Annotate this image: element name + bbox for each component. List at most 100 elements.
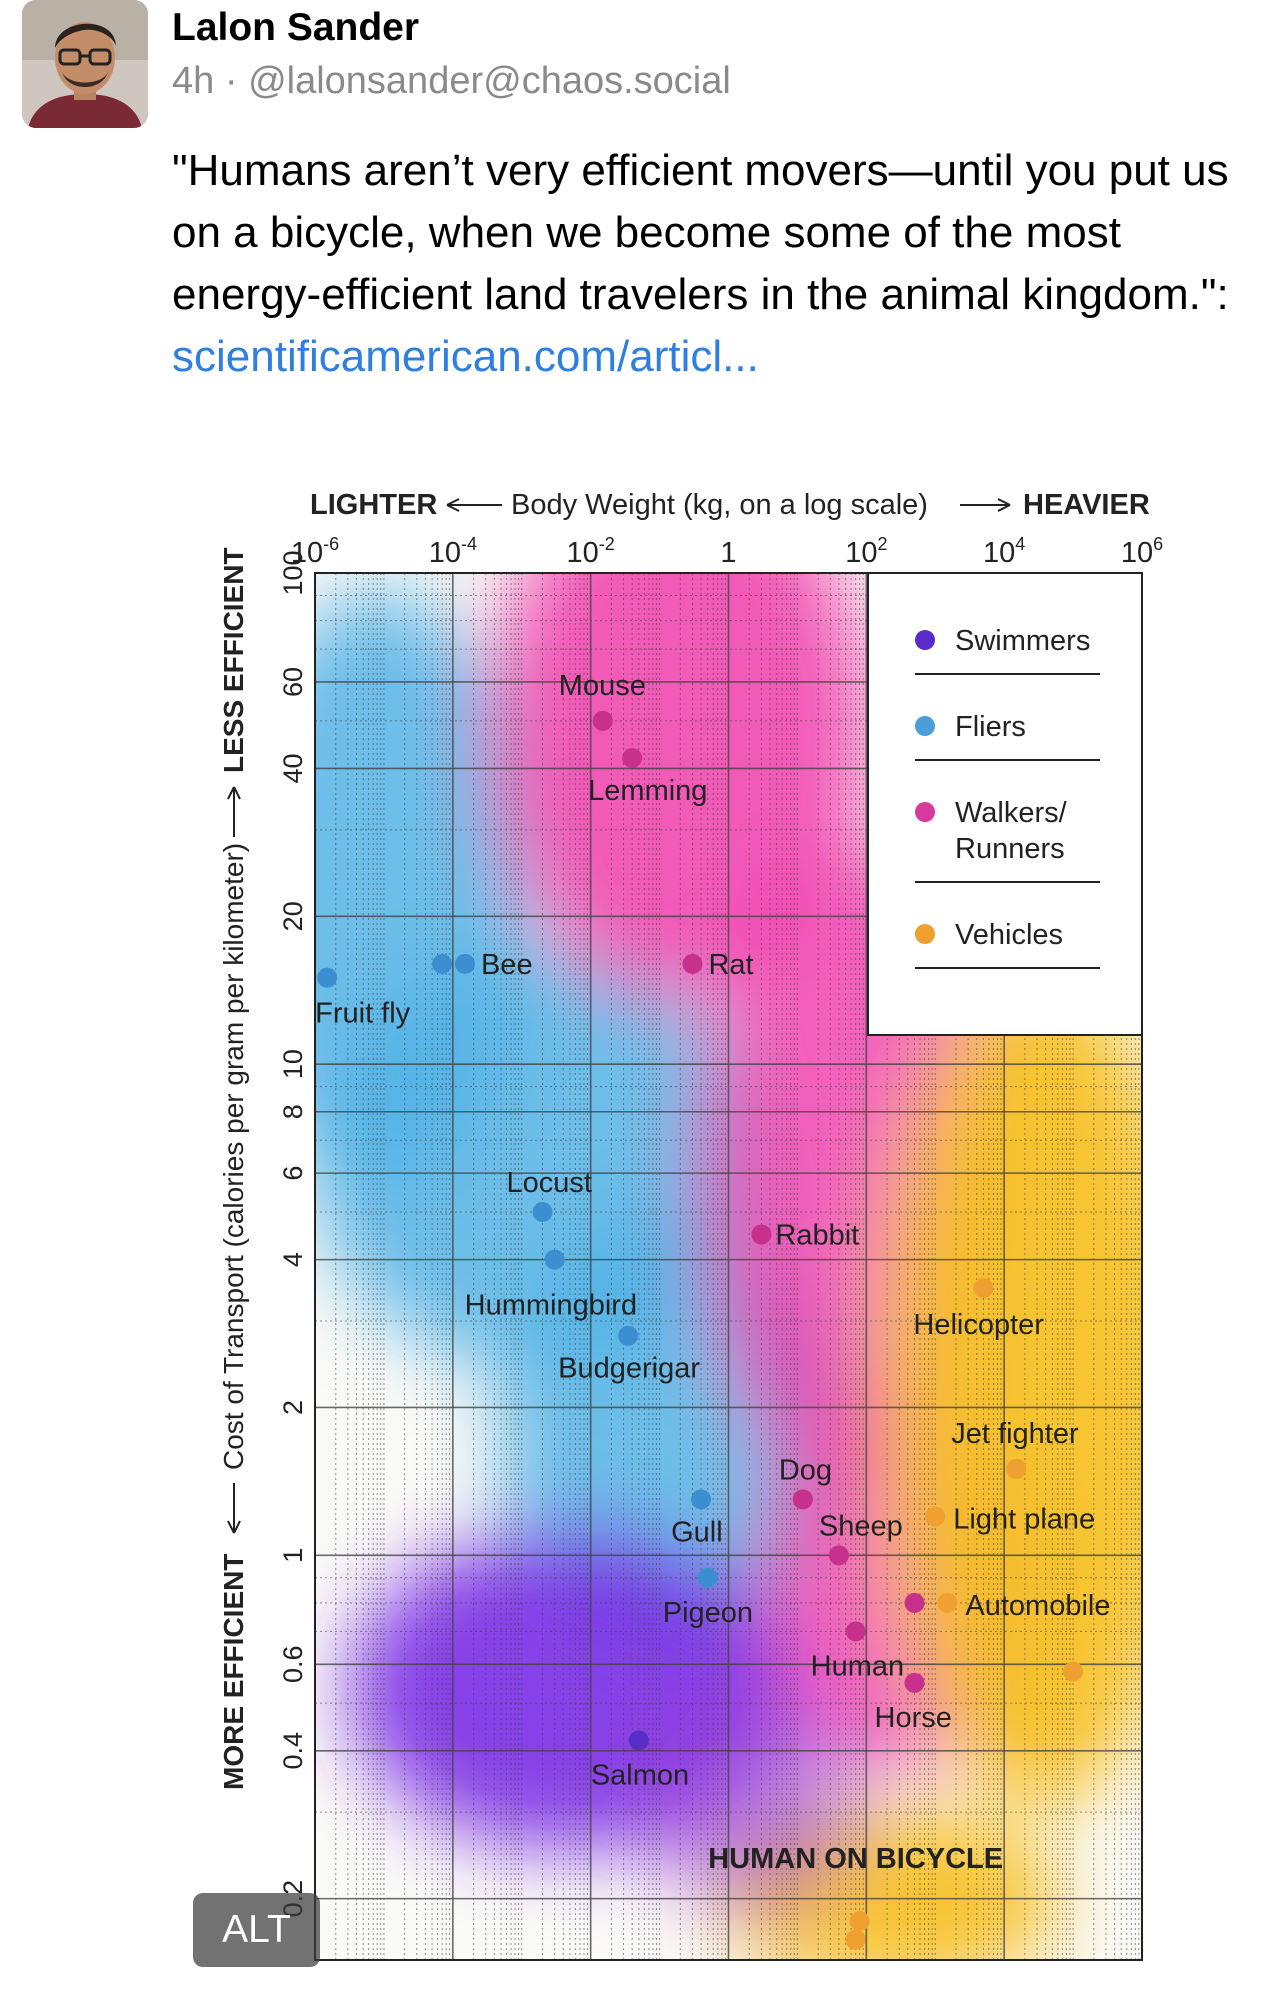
y-axis-title: MORE EFFICIENT Cost of Transport (calori…: [218, 547, 249, 1790]
post-meta: 4h · @lalonsander@chaos.social: [172, 60, 731, 103]
x-tick-label: 106: [1121, 534, 1163, 569]
legend-box: [867, 572, 1143, 1036]
point-label-budgerigar: Budgerigar: [558, 1353, 700, 1385]
author-name[interactable]: Lalon Sander: [172, 6, 420, 49]
point-label-pigeon: Pigeon: [663, 1597, 753, 1629]
legend-vehicles-marker: [915, 924, 935, 944]
point-jet-fighter: [1006, 1458, 1027, 1479]
legend-walkers-marker: [915, 802, 935, 822]
point-walkers-runners-unlabeled: [904, 1592, 925, 1613]
annotation-human-on-bicycle: HUMAN ON BICYCLE: [708, 1843, 1003, 1875]
legend-item-vehicles: Vehicles: [915, 919, 1100, 969]
x-tick-label: 10-4: [429, 534, 477, 569]
y-tick-label: 4: [278, 1252, 308, 1267]
up-arrow-head: [227, 786, 241, 800]
point-helicopter: [973, 1278, 994, 1299]
point-rat: [682, 953, 703, 974]
point-locust: [532, 1202, 553, 1223]
x-tick-label: 1: [720, 537, 736, 569]
article-link[interactable]: scientificamerican.com/articl...: [172, 332, 759, 381]
point-bee: [454, 953, 475, 974]
point-budgerigar: [618, 1325, 639, 1346]
post-text: "Humans aren’t very efficient movers—unt…: [172, 146, 1229, 319]
y-tick-label: 0.4: [278, 1732, 308, 1770]
post-body: "Humans aren’t very efficient movers—unt…: [172, 140, 1232, 388]
heavier-label: HEAVIER: [1023, 489, 1150, 521]
y-tick-label: 8: [278, 1104, 308, 1119]
point-automobile: [937, 1592, 958, 1613]
y-tick-label: 1: [278, 1548, 308, 1563]
point-label-helicopter: Helicopter: [913, 1309, 1044, 1341]
point-label-locust: Locust: [506, 1167, 591, 1199]
point-hummingbird: [544, 1249, 565, 1270]
point-label-lemming: Lemming: [588, 775, 707, 807]
y-tick-label: 10: [278, 1049, 308, 1079]
data-points: [317, 710, 1084, 1950]
legend-walkers-line2: Runners: [955, 833, 1065, 865]
meta-separator: ·: [224, 60, 238, 102]
data-point-labels: Salmon Fruit fly Bee Locust Hummingbird Budge…: [315, 670, 1110, 1792]
y-tick-label: 2: [278, 1400, 308, 1415]
point-vehicles-unlabeled: [849, 1911, 870, 1932]
x-axis-ticks: 10-6 10-4 10-2 1 102 104 106: [291, 534, 1163, 569]
alt-text-badge[interactable]: ALT: [193, 1893, 320, 1967]
point-fliers-unlabeled: [432, 953, 453, 974]
point-fruit-fly: [317, 967, 338, 988]
y-tick-label: 0.6: [278, 1646, 308, 1684]
legend-walkers-label: Walkers/Runners: [955, 797, 1068, 865]
point-label-rabbit: Rabbit: [775, 1219, 859, 1251]
y-tick-label: 20: [278, 901, 308, 931]
point-label-hummingbird: Hummingbird: [465, 1290, 637, 1322]
point-label-light-plane: Light plane: [953, 1503, 1095, 1535]
more-efficient-label: MORE EFFICIENT: [218, 1554, 249, 1790]
left-arrow-head: [446, 498, 460, 512]
point-salmon: [628, 1730, 649, 1751]
point-gull: [691, 1489, 712, 1510]
cost-of-transport-label: Cost of Transport (calories per gram per…: [218, 843, 249, 1470]
cost-of-transport-chart[interactable]: LIGHTER Body Weight (kg, on a log scale)…: [210, 470, 1170, 1970]
point-rabbit: [751, 1224, 772, 1245]
point-lemming: [622, 748, 643, 769]
post-time: 4h: [172, 60, 215, 102]
plot-border: [314, 572, 1143, 1961]
legend: Swimmers Fliers Walkers/Runners Vehicles: [867, 572, 1143, 1036]
right-arrow-head: [997, 498, 1011, 512]
point-horse: [904, 1672, 925, 1693]
legend-vehicles-label: Vehicles: [955, 919, 1063, 951]
legend-fliers-label: Fliers: [955, 711, 1026, 743]
point-sheep: [828, 1545, 849, 1566]
legend-item-fliers: Fliers: [915, 711, 1100, 761]
y-tick-label: 40: [278, 753, 308, 783]
point-label-salmon: Salmon: [591, 1759, 689, 1791]
avatar-photo: [22, 0, 148, 128]
x-tick-label: 10-2: [567, 534, 615, 569]
point-label-horse: Horse: [875, 1702, 952, 1734]
legend-swimmers-label: Swimmers: [955, 625, 1090, 657]
legend-swimmers-marker: [915, 630, 935, 650]
y-tick-label: 60: [278, 667, 308, 697]
point-label-mouse: Mouse: [559, 670, 646, 702]
point-dog: [792, 1489, 813, 1510]
author-handle[interactable]: @lalonsander@chaos.social: [248, 60, 731, 102]
point-label-dog: Dog: [779, 1454, 832, 1486]
legend-item-walkers-runners: Walkers/Runners: [915, 797, 1100, 883]
author-avatar[interactable]: [22, 0, 148, 128]
point-label-rat: Rat: [708, 949, 753, 981]
x-tick-label: 10-6: [291, 534, 339, 569]
down-arrow-head: [227, 1520, 241, 1534]
point-mouse: [592, 710, 613, 731]
point-label-automobile: Automobile: [965, 1590, 1110, 1622]
point-label-human: Human: [811, 1650, 905, 1682]
x-tick-label: 104: [983, 534, 1025, 569]
point-pigeon: [697, 1567, 718, 1588]
point-vehicles-unlabeled: [1063, 1661, 1084, 1682]
legend-item-swimmers: Swimmers: [915, 625, 1100, 675]
point-label-fruit-fly: Fruit fly: [315, 998, 411, 1030]
swimmers-cloud-tail: [640, 1690, 860, 1910]
point-label-gull: Gull: [671, 1516, 723, 1548]
point-light-plane: [925, 1506, 946, 1527]
point-vehicles-unlabeled: [845, 1929, 866, 1950]
x-axis-title: LIGHTER Body Weight (kg, on a log scale)…: [310, 489, 1150, 521]
legend-walkers-line1: Walkers/: [955, 797, 1068, 829]
